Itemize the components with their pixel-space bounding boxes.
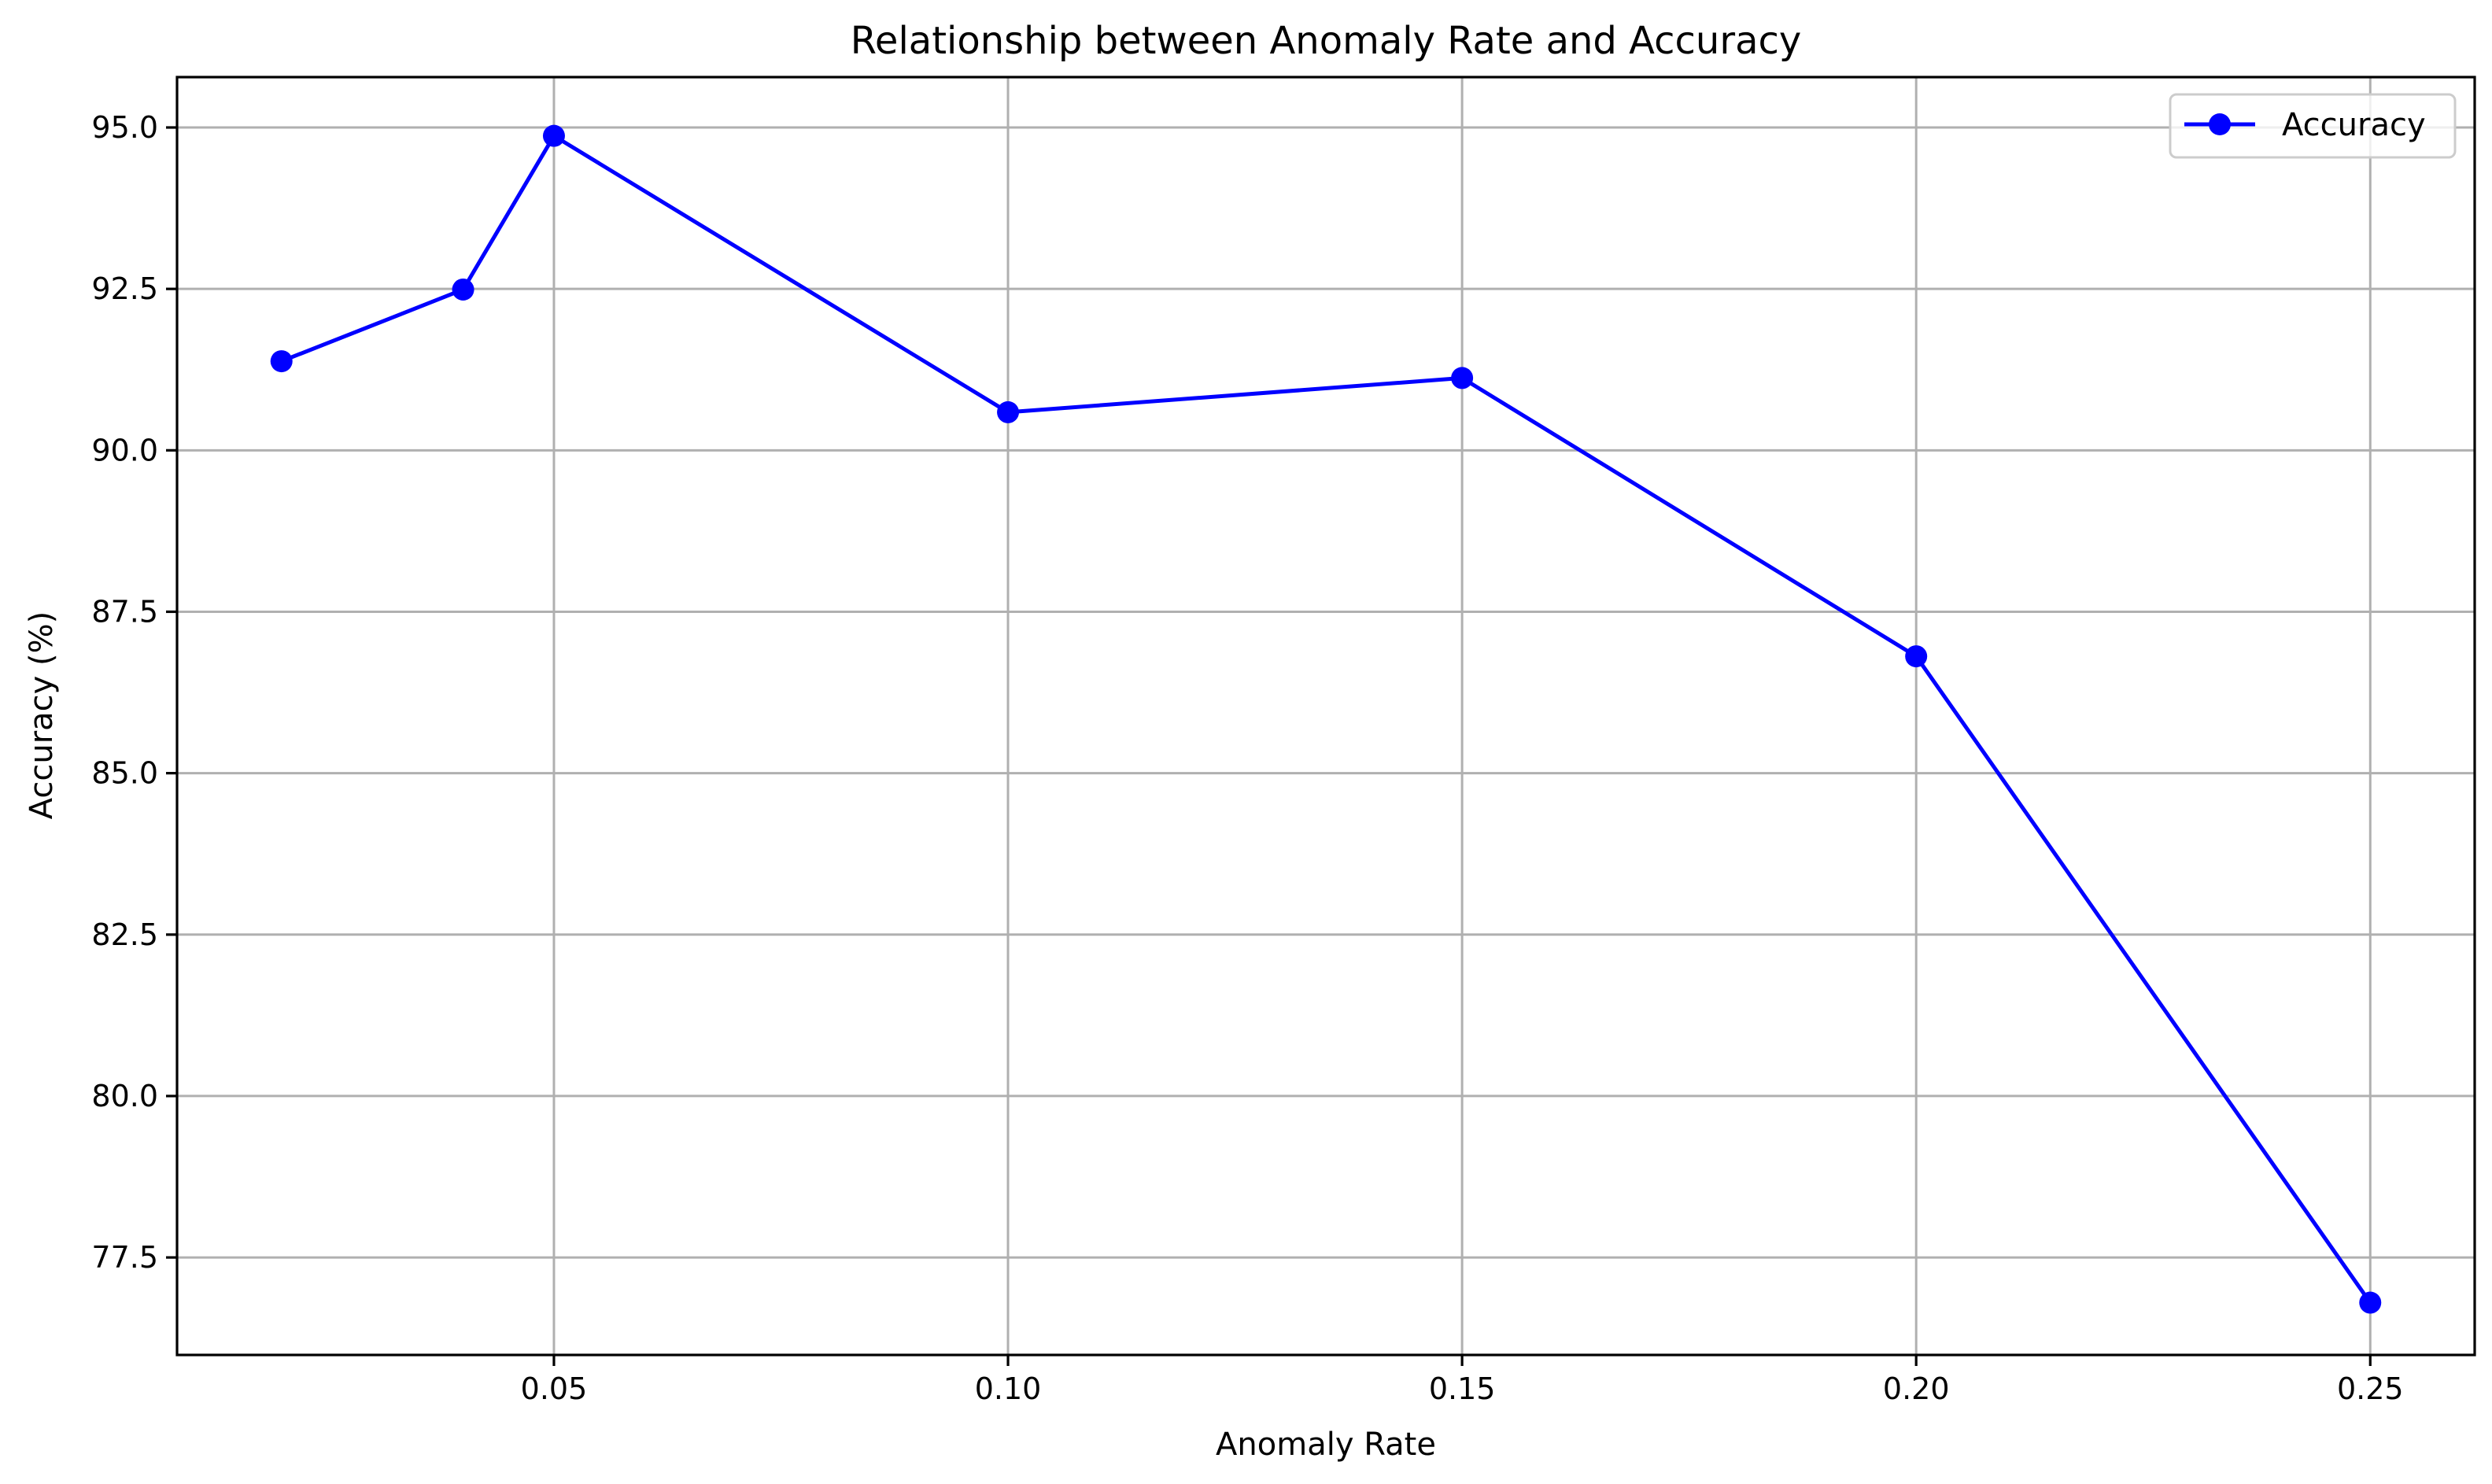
y-tick-label: 87.5	[91, 594, 158, 629]
x-tick-label: 0.15	[1429, 1371, 1496, 1406]
data-point	[997, 401, 1020, 423]
y-tick-label: 77.5	[91, 1240, 158, 1275]
x-tick-label: 0.25	[2337, 1371, 2404, 1406]
legend: Accuracy	[2169, 93, 2457, 159]
y-tick-label: 80.0	[91, 1079, 158, 1113]
legend-frame	[2169, 93, 2457, 159]
data-point	[452, 278, 474, 301]
x-tick-label: 0.20	[1883, 1371, 1950, 1406]
grid	[177, 77, 2475, 1355]
y-tick-label: 92.5	[91, 271, 158, 306]
data-point	[1451, 367, 1474, 389]
x-tick-label: 0.10	[975, 1371, 1042, 1406]
data-point	[542, 124, 565, 147]
axis-ticks: 0.05 0.10 0.15 0.20 0.25 77.5 80.0 82.5 85.0 87.5…	[91, 110, 2403, 1406]
series-layer	[270, 124, 2382, 1314]
y-axis-label: Accuracy (%)	[24, 611, 60, 820]
x-tick-label: 0.05	[521, 1371, 588, 1406]
y-tick-label: 82.5	[91, 917, 158, 952]
data-point	[270, 350, 293, 373]
legend-marker-swatch	[2209, 113, 2231, 135]
legend-label-accuracy: Accuracy	[2282, 107, 2426, 143]
data-point	[2359, 1291, 2382, 1314]
y-tick-label: 90.0	[91, 433, 158, 467]
y-tick-label: 85.0	[91, 756, 158, 791]
x-axis-label: Anomaly Rate	[1216, 1427, 1436, 1463]
y-tick-label: 95.0	[91, 110, 158, 145]
plot-area-frame	[175, 76, 2476, 1357]
chart-title: Relationship between Anomaly Rate and Ac…	[851, 19, 1802, 63]
data-point	[1905, 645, 1928, 668]
